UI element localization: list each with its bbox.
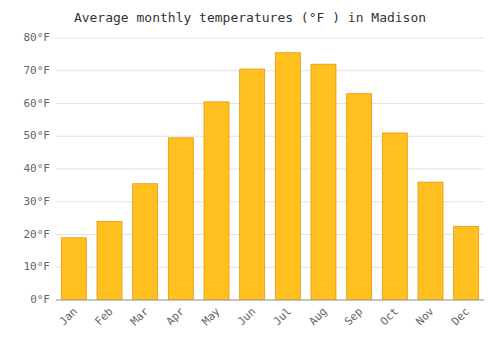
bar bbox=[204, 102, 229, 300]
x-axis: Jan Feb Mar Apr May Jun Jul Aug Sep Oct Nov Dec bbox=[56, 300, 484, 328]
bar bbox=[418, 182, 443, 300]
grid-line bbox=[56, 70, 484, 71]
grid-line bbox=[56, 38, 484, 39]
x-tick-label: Oct bbox=[378, 305, 401, 328]
grid bbox=[56, 38, 484, 300]
grid-line bbox=[56, 136, 484, 137]
bar bbox=[133, 184, 158, 300]
bar bbox=[311, 64, 336, 300]
y-tick-label: 10°F bbox=[24, 260, 51, 273]
y-tick-label: 30°F bbox=[24, 195, 51, 208]
x-tick-label: Apr bbox=[164, 305, 188, 329]
x-tick-label: Jan bbox=[57, 305, 80, 328]
y-tick-label: 60°F bbox=[24, 97, 51, 110]
x-tick-label: Dec bbox=[449, 305, 472, 328]
y-tick-label: 80°F bbox=[24, 31, 51, 44]
x-tick-label: Jun bbox=[235, 305, 258, 328]
x-tick-label: Aug bbox=[306, 305, 329, 328]
bars bbox=[61, 53, 478, 300]
x-tick-label: Mar bbox=[128, 305, 152, 329]
x-tick-label: Nov bbox=[413, 305, 437, 329]
chart-svg: Average monthly temperatures (°F ) in Ma… bbox=[0, 0, 500, 350]
x-tick-label: Sep bbox=[342, 305, 365, 328]
title: Average monthly temperatures (°F ) in Ma… bbox=[74, 10, 426, 25]
grid-line bbox=[56, 169, 484, 170]
y-tick-label: 70°F bbox=[24, 64, 51, 77]
y-tick-label: 50°F bbox=[24, 129, 51, 142]
bar bbox=[454, 226, 479, 300]
bar bbox=[97, 221, 122, 300]
y-tick-label: 40°F bbox=[24, 162, 51, 175]
grid-line bbox=[56, 300, 484, 301]
bar bbox=[347, 94, 372, 300]
bar bbox=[240, 69, 265, 300]
y-tick-label: 20°F bbox=[24, 228, 51, 241]
bar bbox=[168, 138, 193, 300]
chart-container: Average monthly temperatures (°F ) in Ma… bbox=[0, 0, 500, 350]
bar bbox=[61, 238, 86, 300]
x-tick-label: Feb bbox=[92, 305, 115, 328]
bar bbox=[275, 53, 300, 300]
x-tick-label: Jul bbox=[271, 305, 294, 328]
x-axis-line bbox=[56, 300, 484, 301]
grid-line bbox=[56, 103, 484, 104]
y-tick-label: 0°F bbox=[30, 293, 50, 306]
bar bbox=[382, 133, 407, 300]
page: {"chart_data": {"type": "bar", "title": … bbox=[0, 0, 500, 350]
y-axis: 0°F 10°F 20°F 30°F 40°F 50°F 60°F 70°F 80°F bbox=[24, 31, 51, 306]
x-tick-label: May bbox=[199, 305, 223, 329]
